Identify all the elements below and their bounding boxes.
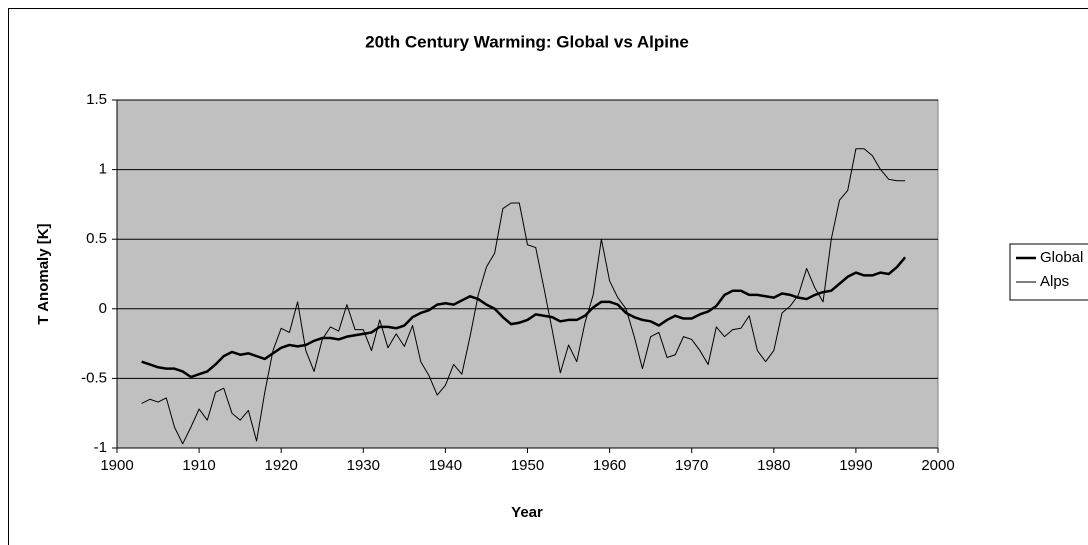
x-tick-label: 1970	[675, 457, 708, 474]
chart-title: 20th Century Warming: Global vs Alpine	[365, 32, 689, 51]
x-tick-label: 1960	[593, 457, 626, 474]
plot-area	[116, 99, 939, 449]
y-tick-label: 1.5	[86, 91, 107, 108]
legend-box	[1009, 243, 1088, 301]
x-axis-label: Year	[511, 504, 543, 521]
x-tick-label: 1990	[839, 457, 872, 474]
legend-label: Alps	[1040, 273, 1069, 290]
y-tick-label: 1	[99, 161, 107, 178]
legend-label: Global	[1040, 249, 1083, 266]
y-tick-label: -0.5	[81, 369, 107, 386]
line-series	[141, 256, 907, 379]
x-tick-label: 1980	[757, 457, 790, 474]
x-tick-label: 1900	[100, 457, 133, 474]
x-tick-label: 1930	[347, 457, 380, 474]
x-tick-label: 1940	[429, 457, 462, 474]
line-series	[141, 148, 906, 445]
y-tick-label: -1	[94, 439, 107, 456]
x-tick-label: 1920	[265, 457, 298, 474]
x-tick-label: 1950	[511, 457, 544, 474]
x-tick-label: 1910	[182, 457, 215, 474]
y-axis-label: T Anomaly [K]	[35, 223, 52, 324]
y-tick-label: 0.5	[86, 230, 107, 247]
y-tick-label: 0	[99, 300, 107, 317]
x-tick-label: 2000	[921, 457, 954, 474]
